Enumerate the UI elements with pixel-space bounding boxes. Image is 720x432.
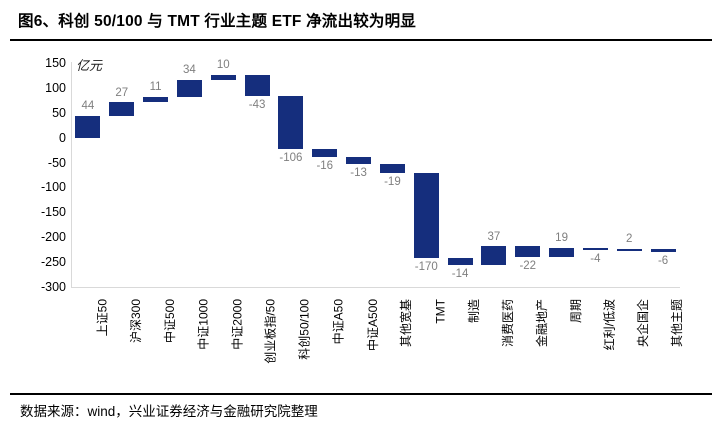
y-axis-tick: 0: [59, 130, 66, 145]
bar-value-label: -16: [316, 160, 334, 173]
bar-value-label: 37: [487, 230, 501, 243]
x-axis-category-label: 中证500: [162, 299, 177, 344]
x-axis-category-label: 制造: [467, 299, 482, 324]
bar-value-label: -43: [248, 99, 266, 112]
x-axis-category-label: 周期: [568, 299, 583, 324]
bar-value-label: 19: [555, 232, 568, 245]
x-axis-category-label: TMT: [433, 299, 448, 324]
x-axis-baseline: [71, 287, 680, 288]
y-axis-tick: -100: [40, 180, 66, 195]
x-axis-category-label: 其他宽基: [399, 299, 414, 348]
x-axis-category-label: 沪深300: [128, 299, 143, 344]
bar-value-label: -14: [451, 267, 469, 280]
x-axis-category-label: 红利/低波: [602, 299, 617, 351]
waterfall-bar: [413, 173, 439, 258]
bar-value-label: 44: [81, 100, 95, 113]
bar-value-label: -13: [350, 166, 367, 179]
bar-value-label: -4: [590, 252, 601, 265]
waterfall-bar: [481, 246, 507, 265]
x-axis-category-label: 中证A50: [331, 299, 346, 345]
waterfall-bar: [346, 157, 372, 164]
waterfall-bar: [549, 247, 575, 258]
data-source: 数据来源：wind，兴业证券经济与金融研究院整理: [20, 404, 318, 419]
bar-value-label: -6: [657, 254, 669, 267]
x-axis-category-label: 金融地产: [534, 299, 549, 348]
waterfall-bar: [278, 96, 304, 150]
bar-value-label: 2: [626, 233, 633, 246]
waterfall-bar: [210, 74, 236, 80]
waterfall-bar: [379, 163, 405, 173]
figure-title: 图6、科创 50/100 与 TMT 行业主题 ETF 净流出较为明显: [18, 13, 416, 30]
y-axis-line: [71, 62, 72, 288]
waterfall-bar: [143, 96, 169, 103]
x-axis-category-label: 央企国企: [636, 299, 651, 348]
y-axis-tick: -200: [40, 230, 66, 245]
footer-divider: [10, 393, 712, 395]
x-axis-category-label: 消费医药: [500, 299, 515, 348]
y-axis-tick: -50: [47, 155, 66, 170]
y-axis-tick: 150: [45, 56, 66, 70]
x-axis-category-label: 中证2000: [230, 299, 245, 350]
waterfall-bar: [312, 149, 338, 158]
y-axis-tick: -250: [40, 255, 66, 270]
bar-value-label: -19: [384, 176, 401, 188]
waterfall-bar: [244, 74, 270, 97]
x-axis-category-label: 其他主题: [670, 299, 685, 348]
x-axis-category-label: 中证A500: [365, 299, 380, 352]
bar-value-label: -22: [519, 260, 537, 273]
waterfall-bar: [109, 102, 135, 116]
waterfall-bar: [616, 248, 642, 251]
waterfall-bar: [447, 257, 473, 265]
waterfall-bar: [650, 248, 676, 252]
x-axis-category-label: 科创50/100: [297, 299, 312, 360]
bar-value-label: 10: [216, 59, 230, 72]
x-axis-category-label: 创业板指/50: [264, 299, 279, 364]
y-axis-tick: 100: [45, 80, 66, 95]
bar-value-label: 11: [149, 81, 162, 94]
bar-value-label: -106: [279, 152, 303, 165]
waterfall-bar: [75, 115, 101, 138]
y-axis-unit-label: 亿元: [76, 58, 103, 73]
x-axis-category-label: 上证50: [94, 299, 109, 337]
title-divider: [10, 39, 712, 41]
y-axis-tick: 50: [52, 105, 66, 120]
bar-value-label: -170: [414, 260, 438, 273]
x-axis-category-label: 中证1000: [196, 299, 211, 350]
waterfall-bar: [515, 246, 541, 258]
waterfall-bar: [176, 79, 202, 97]
waterfall-bar: [582, 247, 608, 250]
y-axis-tick: -300: [40, 280, 66, 294]
y-axis-tick: -150: [40, 205, 66, 220]
bar-value-label: 27: [115, 86, 129, 99]
bar-value-label: 34: [183, 64, 196, 77]
